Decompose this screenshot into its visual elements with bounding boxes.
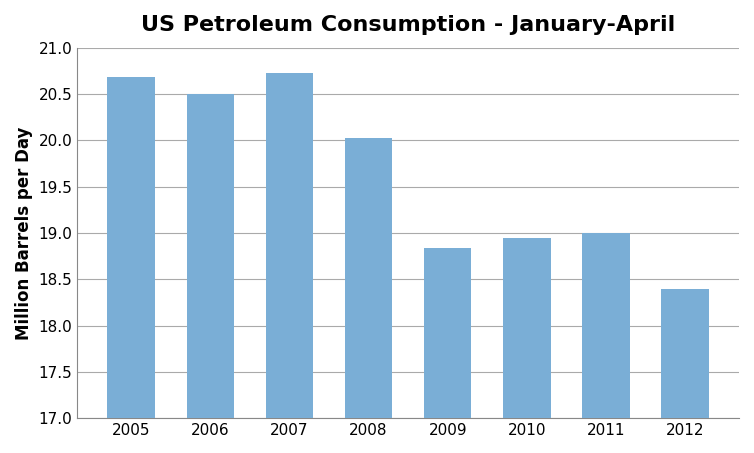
Title: US Petroleum Consumption - January-April: US Petroleum Consumption - January-April [141, 15, 676, 35]
Bar [186, 94, 234, 453]
Bar [424, 248, 471, 453]
Bar [265, 72, 313, 453]
Bar [503, 237, 550, 453]
Y-axis label: Million Barrels per Day: Million Barrels per Day [15, 126, 33, 340]
Bar [661, 289, 709, 453]
Bar [582, 233, 630, 453]
Bar [107, 77, 155, 453]
Bar [345, 139, 392, 453]
